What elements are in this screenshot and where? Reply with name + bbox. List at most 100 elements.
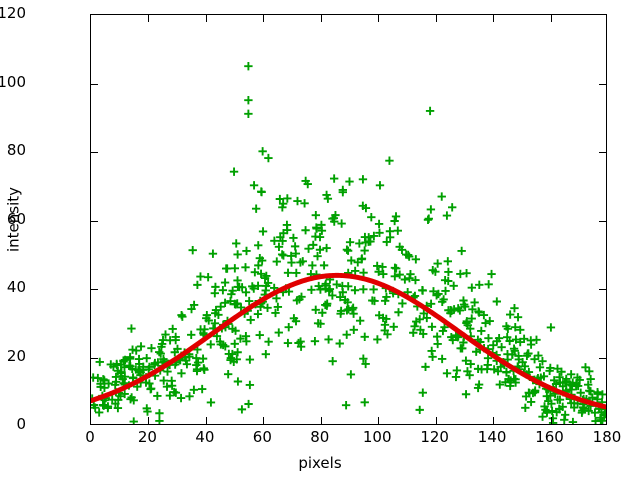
data-point	[236, 334, 245, 343]
data-point	[290, 242, 300, 251]
data-point	[586, 374, 595, 384]
data-point	[206, 340, 215, 349]
x-tick-mark	[320, 417, 322, 424]
data-point	[304, 244, 313, 253]
data-point	[171, 332, 180, 342]
data-point	[307, 285, 316, 295]
y-tick-label: 40	[6, 278, 26, 296]
data-point	[332, 280, 341, 289]
data-point	[274, 242, 284, 251]
data-point	[245, 355, 255, 364]
data-point	[129, 417, 138, 424]
data-point	[470, 298, 479, 307]
data-point	[526, 397, 536, 407]
data-point	[170, 348, 179, 357]
data-point	[583, 380, 593, 389]
data-point	[585, 367, 594, 376]
data-point	[216, 302, 225, 311]
data-point	[216, 340, 225, 349]
data-point	[104, 379, 113, 388]
data-point	[455, 306, 465, 315]
data-point	[258, 227, 268, 236]
data-point	[395, 270, 404, 279]
data-point	[385, 227, 395, 236]
data-point	[317, 226, 327, 235]
data-point	[390, 216, 399, 226]
data-point	[437, 192, 446, 201]
data-point	[177, 310, 186, 320]
data-point	[479, 310, 489, 320]
y-tick-mark	[91, 152, 98, 153]
data-point	[233, 348, 242, 357]
data-point	[229, 167, 239, 176]
data-point	[120, 389, 129, 399]
data-point	[203, 273, 213, 282]
data-point	[321, 284, 330, 293]
data-point	[241, 288, 251, 297]
data-point	[153, 391, 162, 401]
data-point	[155, 409, 164, 418]
data-point	[439, 295, 448, 304]
data-point	[244, 109, 253, 118]
data-point	[475, 280, 484, 289]
data-point	[218, 285, 228, 295]
data-point	[348, 305, 357, 314]
data-point	[360, 246, 369, 255]
y-tick-label: 60	[6, 209, 26, 228]
data-point	[432, 332, 442, 341]
data-point	[410, 291, 420, 301]
x-tick-label: 20	[137, 428, 157, 446]
data-point	[128, 345, 137, 354]
data-point	[391, 212, 401, 221]
data-point	[322, 243, 331, 253]
data-point	[383, 330, 392, 339]
data-point	[276, 233, 285, 242]
data-point	[211, 282, 220, 292]
data-point	[394, 308, 403, 317]
data-point	[185, 392, 194, 401]
data-point	[468, 305, 477, 314]
data-point	[286, 251, 296, 261]
data-point	[167, 381, 177, 390]
data-point	[193, 280, 202, 290]
data-point	[313, 252, 322, 261]
data-point	[357, 255, 366, 264]
data-point	[125, 352, 135, 362]
data-point	[279, 251, 288, 260]
data-point	[211, 309, 220, 318]
y-tick-mark-right	[599, 83, 606, 85]
data-point	[553, 395, 562, 404]
data-point	[242, 246, 251, 256]
data-point	[581, 363, 590, 372]
data-point	[171, 388, 181, 397]
data-point	[400, 275, 410, 284]
y-tick-mark-right	[599, 220, 606, 222]
data-point	[165, 336, 175, 345]
data-point	[440, 276, 450, 285]
data-point	[374, 267, 383, 276]
data-point	[283, 194, 292, 203]
data-point	[492, 297, 502, 306]
data-point	[358, 175, 368, 184]
data-point	[359, 285, 368, 294]
data-point	[204, 316, 213, 325]
data-point	[511, 322, 520, 332]
data-point	[441, 286, 450, 296]
data-point	[504, 375, 513, 384]
data-point	[165, 391, 175, 400]
data-point	[513, 313, 523, 322]
data-point	[591, 416, 600, 424]
data-point	[233, 276, 242, 285]
data-point	[350, 266, 360, 276]
data-point	[358, 201, 368, 211]
data-point	[489, 341, 498, 350]
data-point	[257, 256, 267, 265]
data-point	[120, 355, 130, 365]
data-point	[162, 382, 172, 391]
data-point	[535, 363, 545, 372]
data-point	[418, 286, 427, 295]
data-point	[370, 296, 379, 306]
data-point	[503, 333, 512, 342]
data-point	[293, 196, 302, 206]
x-tick-label: 120	[420, 428, 449, 446]
